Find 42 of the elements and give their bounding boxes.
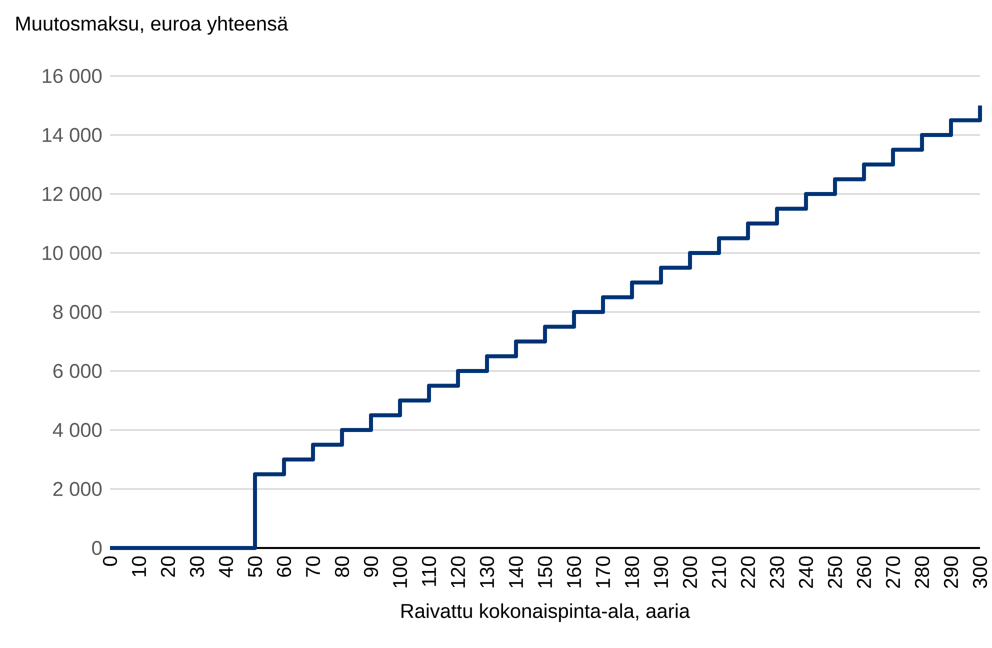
x-axis-title: Raivattu kokonaispinta-ala, aaria [402,603,690,622]
x-tick-label: 280 [914,556,930,588]
x-tick-label: 260 [856,556,872,588]
x-tick-label: 40 [218,556,234,578]
x-tick-label: 240 [798,556,814,588]
x-tick-label: 90 [364,556,378,577]
y-tick-label: 12 000 [42,186,102,202]
y-tick-label: 2 000 [53,482,102,496]
y-axis-title: Muutosmaksu, euroa yhteensä [16,16,288,35]
x-tick-label: 150 [538,556,552,588]
x-tick-label: 60 [276,556,292,577]
x-tick-label: 180 [624,556,640,588]
y-tick-label: 6 000 [53,364,102,378]
x-tick-label: 30 [190,556,204,578]
x-tick-label: 100 [392,556,408,588]
y-tick-label: 16 000 [42,68,102,84]
x-tick-label: 250 [828,556,842,588]
x-tick-label: 110 [422,556,436,586]
x-tick-label: 140 [508,556,524,588]
x-tick-label: 160 [566,556,582,588]
y-tick-label: 0 [92,540,102,556]
y-tick-label: 8 000 [53,304,102,320]
x-tick-label: 50 [248,556,262,577]
x-tick-label: 130 [480,556,494,588]
x-tick-label: 200 [682,556,698,588]
x-tick-label: 20 [160,556,176,577]
x-tick-label: 80 [334,556,350,577]
x-tick-label: 190 [654,556,668,588]
y-tick-label: 14 000 [42,128,102,142]
x-tick-label: 170 [596,556,610,588]
x-tick-label: 0 [102,556,118,566]
y-tick-label: 4 000 [52,422,102,438]
x-tick-label: 10 [132,556,146,576]
x-tick-label: 270 [886,556,900,588]
x-tick-label: 220 [740,556,756,588]
x-tick-label: 120 [450,556,466,588]
x-tick-label: 230 [770,556,784,588]
x-tick-label: 290 [944,556,958,588]
x-tick-label: 210 [712,556,726,588]
y-tick-label: 10 000 [42,246,102,260]
x-tick-label: 300 [972,556,988,588]
x-tick-label: 70 [306,556,320,577]
